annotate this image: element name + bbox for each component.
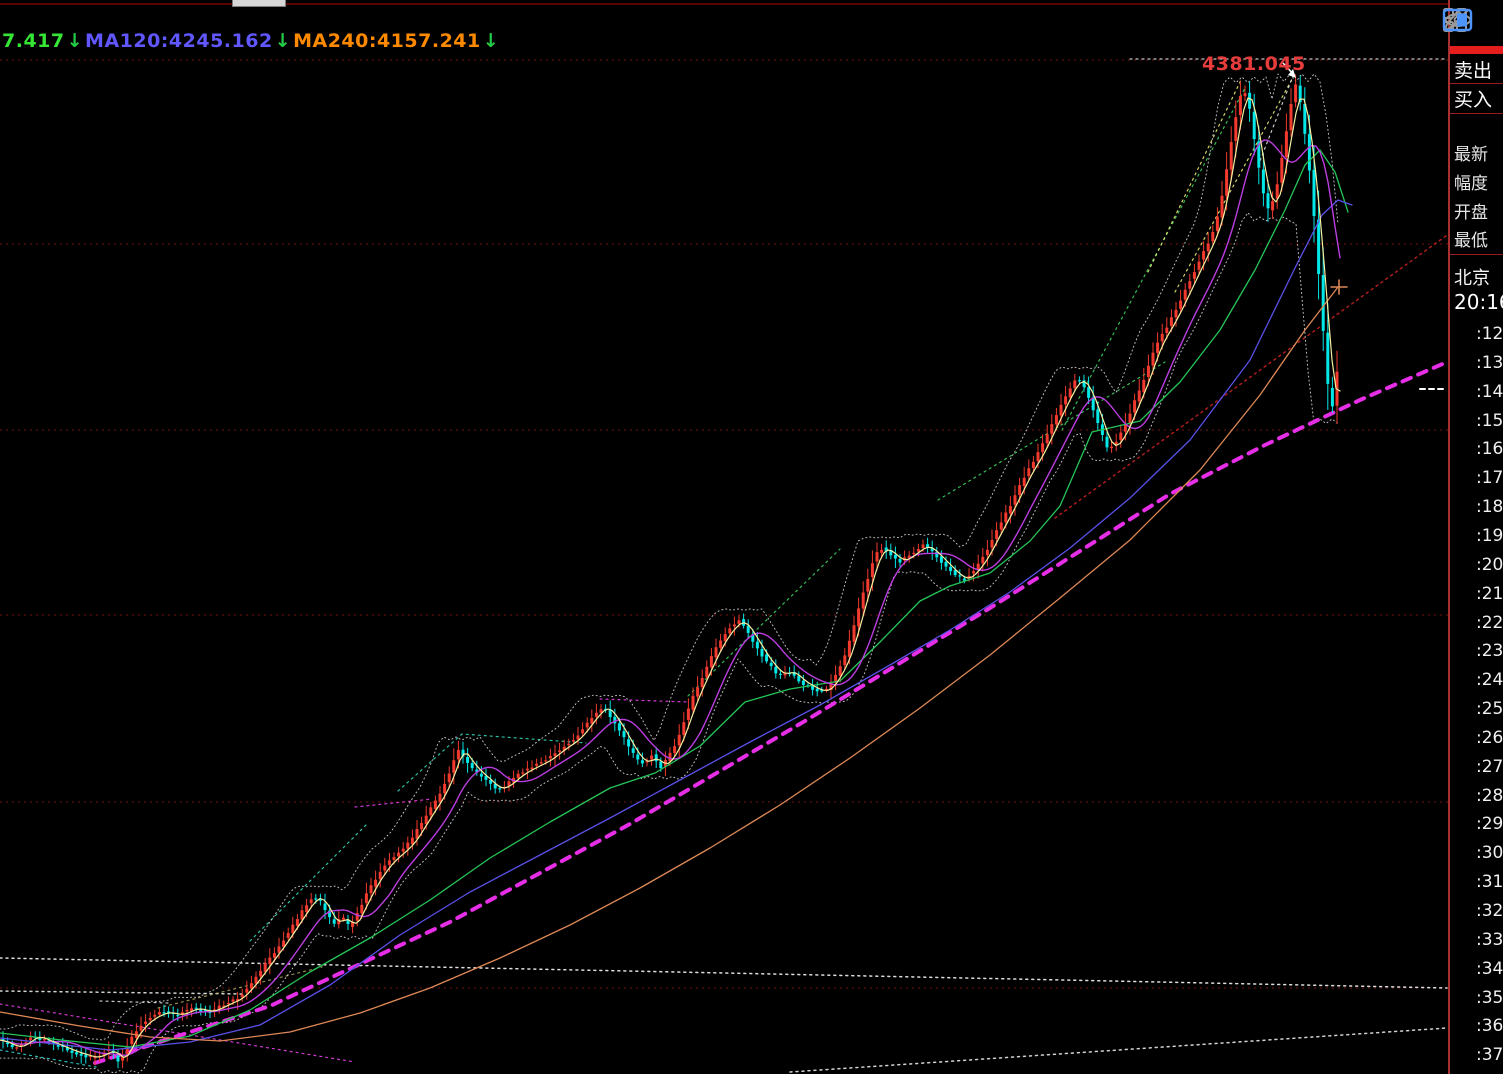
ma-indicator: 7.417: [2, 30, 65, 52]
tick-time: :29: [1476, 814, 1503, 835]
ma-indicator: MA240:4157.241: [293, 30, 481, 52]
tick-time: :26: [1476, 727, 1503, 748]
city-label: 北京: [1454, 268, 1490, 289]
quote-row-label: 幅度: [1454, 173, 1488, 194]
ma-indicator: ↓: [482, 30, 500, 52]
top-handle[interactable]: [232, 0, 286, 7]
sidebar-divider: [1450, 83, 1503, 84]
tick-time: :17: [1476, 468, 1503, 489]
tick-time: :37: [1476, 1045, 1503, 1066]
tick-time: :32: [1476, 901, 1503, 921]
ma-indicator-bar: 7.417 ↓ MA120:4245.162 ↓ MA240:4157.241 ↓: [2, 30, 501, 52]
buy-button[interactable]: 买入: [1454, 89, 1493, 111]
tick-time: :31: [1476, 872, 1503, 893]
tick-time: :28: [1476, 785, 1503, 806]
tick-time: :30: [1476, 843, 1503, 864]
candlestick-chart[interactable]: [0, 0, 1448, 1074]
tick-time: :22: [1476, 612, 1503, 633]
tick-time: :33: [1476, 929, 1503, 950]
tick-time: :18: [1476, 497, 1503, 518]
ma-indicator: MA120:4245.162: [85, 30, 273, 52]
tick-time: :13: [1476, 352, 1503, 373]
high-price-annotation: 4381.045: [1202, 53, 1306, 75]
main-time: 20:16: [1454, 290, 1503, 314]
tick-time: :27: [1476, 756, 1503, 777]
tick-time: :12: [1476, 324, 1503, 344]
sidebar-divider: [1450, 113, 1503, 114]
tick-time: :21: [1476, 583, 1503, 604]
panel-toggle-icon[interactable]: [1442, 7, 1473, 33]
quote-row-label: 最新: [1454, 145, 1488, 165]
sidebar-divider: [1450, 254, 1503, 255]
tick-time: :35: [1476, 987, 1503, 1008]
tick-time: :14: [1476, 381, 1503, 402]
tick-time: :36: [1476, 1016, 1503, 1037]
tick-time: :16: [1476, 439, 1503, 460]
ma-indicator: ↓: [274, 30, 292, 52]
tick-time: :34: [1476, 958, 1503, 979]
tick-time: :23: [1476, 641, 1503, 662]
tick-time: :20: [1476, 554, 1503, 575]
ma-indicator: ↓: [66, 30, 84, 52]
quote-row-label: 开盘: [1454, 202, 1488, 223]
sell-button[interactable]: 卖出: [1454, 60, 1493, 82]
sidebar-red-bar: [1450, 46, 1503, 54]
tick-time: :19: [1476, 525, 1503, 546]
tick-time: :24: [1476, 670, 1503, 691]
quote-row-label: 最低: [1454, 231, 1488, 252]
tick-time: :15: [1476, 410, 1503, 431]
tick-time: :25: [1476, 699, 1503, 720]
